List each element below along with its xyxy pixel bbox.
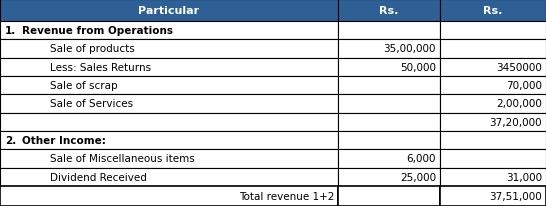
Text: 37,51,000: 37,51,000 xyxy=(489,191,542,201)
Text: Rs.: Rs. xyxy=(379,6,399,16)
Bar xyxy=(0,77,338,95)
Text: Total revenue 1+2: Total revenue 1+2 xyxy=(239,191,334,201)
Text: 2.: 2. xyxy=(5,136,16,145)
Bar xyxy=(0,113,338,131)
Bar xyxy=(0,58,338,77)
Text: 35,00,000: 35,00,000 xyxy=(383,44,436,54)
Bar xyxy=(338,77,440,95)
Bar xyxy=(0,40,338,58)
Text: 3450000: 3450000 xyxy=(496,63,542,73)
Bar xyxy=(440,150,546,168)
Bar xyxy=(440,131,546,150)
Bar xyxy=(338,0,440,22)
Bar xyxy=(338,131,440,150)
Bar xyxy=(440,40,546,58)
Text: Sale of Miscellaneous items: Sale of Miscellaneous items xyxy=(50,154,195,164)
Text: 37,20,000: 37,20,000 xyxy=(489,117,542,127)
Bar xyxy=(440,186,546,206)
Bar xyxy=(0,0,338,22)
Text: Less: Sales Returns: Less: Sales Returns xyxy=(50,63,151,73)
Bar xyxy=(440,77,546,95)
Bar xyxy=(338,150,440,168)
Bar xyxy=(338,186,440,206)
Text: 25,000: 25,000 xyxy=(400,172,436,182)
Text: Particular: Particular xyxy=(139,6,199,16)
Text: Sale of products: Sale of products xyxy=(50,44,135,54)
Bar xyxy=(0,168,338,186)
Text: 1.: 1. xyxy=(5,26,16,36)
Text: Sale of scrap: Sale of scrap xyxy=(50,81,117,91)
Bar xyxy=(0,186,338,206)
Text: Rs.: Rs. xyxy=(483,6,503,16)
Bar xyxy=(338,22,440,40)
Bar xyxy=(0,150,338,168)
Bar xyxy=(0,131,338,150)
Bar xyxy=(0,22,338,40)
Bar xyxy=(338,113,440,131)
Text: Revenue from Operations: Revenue from Operations xyxy=(22,26,173,36)
Bar xyxy=(440,95,546,113)
Bar xyxy=(440,58,546,77)
Text: 50,000: 50,000 xyxy=(400,63,436,73)
Bar xyxy=(338,58,440,77)
Text: 70,000: 70,000 xyxy=(506,81,542,91)
Bar xyxy=(338,40,440,58)
Bar xyxy=(0,95,338,113)
Text: Other Income:: Other Income: xyxy=(22,136,106,145)
Bar xyxy=(440,0,546,22)
Bar xyxy=(440,113,546,131)
Text: 2,00,000: 2,00,000 xyxy=(496,99,542,109)
Text: 6,000: 6,000 xyxy=(407,154,436,164)
Bar xyxy=(338,168,440,186)
Bar xyxy=(440,22,546,40)
Bar xyxy=(338,95,440,113)
Text: Dividend Received: Dividend Received xyxy=(50,172,147,182)
Text: Sale of Services: Sale of Services xyxy=(50,99,133,109)
Bar xyxy=(440,168,546,186)
Text: 31,000: 31,000 xyxy=(506,172,542,182)
